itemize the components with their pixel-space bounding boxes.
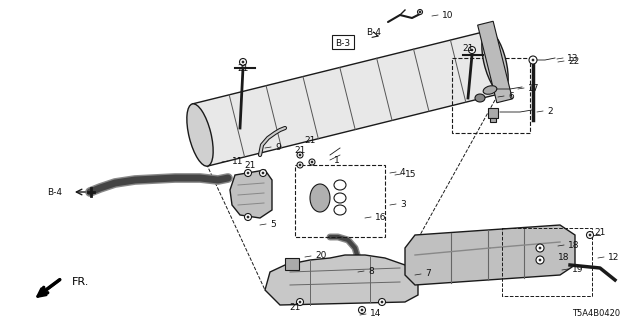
Circle shape: [586, 231, 593, 238]
Circle shape: [419, 11, 421, 13]
Text: 14: 14: [370, 309, 381, 318]
Text: 21: 21: [304, 135, 316, 145]
Bar: [490, 118, 496, 122]
Bar: [488, 108, 498, 118]
Text: 11: 11: [232, 156, 243, 165]
Text: 15: 15: [405, 170, 417, 179]
Text: FR.: FR.: [72, 277, 90, 287]
Circle shape: [296, 299, 303, 306]
Text: 7: 7: [425, 269, 431, 278]
Text: 1: 1: [334, 156, 340, 164]
Circle shape: [358, 307, 365, 314]
Circle shape: [244, 213, 252, 220]
Circle shape: [244, 170, 252, 177]
Circle shape: [262, 172, 264, 174]
Text: 13: 13: [567, 53, 579, 62]
Circle shape: [536, 244, 544, 252]
Text: 17: 17: [528, 84, 540, 92]
Text: 9: 9: [275, 142, 281, 151]
Ellipse shape: [483, 86, 497, 94]
Circle shape: [417, 10, 422, 14]
Bar: [502, 228, 592, 296]
Circle shape: [539, 259, 541, 261]
Bar: [332, 35, 354, 49]
Text: 21: 21: [294, 146, 306, 155]
Ellipse shape: [310, 184, 330, 212]
Circle shape: [381, 301, 383, 303]
Text: B-4: B-4: [47, 188, 63, 196]
Polygon shape: [265, 255, 418, 305]
Circle shape: [361, 309, 363, 311]
Ellipse shape: [187, 104, 213, 166]
Text: 3: 3: [400, 199, 406, 209]
Ellipse shape: [475, 94, 485, 102]
Text: B-4: B-4: [367, 28, 381, 36]
Text: 6: 6: [508, 92, 514, 100]
Circle shape: [247, 216, 249, 218]
Circle shape: [529, 56, 537, 64]
Circle shape: [247, 172, 249, 174]
Text: 22: 22: [568, 57, 579, 66]
Circle shape: [311, 161, 313, 163]
Circle shape: [239, 59, 246, 66]
Polygon shape: [230, 170, 272, 218]
Bar: [285, 258, 299, 270]
Polygon shape: [405, 225, 575, 285]
Circle shape: [471, 49, 473, 51]
Text: 8: 8: [368, 267, 374, 276]
Circle shape: [242, 61, 244, 63]
Circle shape: [297, 152, 303, 158]
Text: 12: 12: [608, 252, 620, 261]
Text: 20: 20: [315, 252, 326, 260]
Text: 19: 19: [572, 265, 584, 274]
Text: 21: 21: [244, 161, 256, 170]
Text: 18: 18: [568, 241, 579, 250]
Ellipse shape: [482, 31, 508, 93]
Bar: [295, 165, 385, 237]
Text: 18: 18: [558, 253, 570, 262]
Text: B-3: B-3: [335, 38, 351, 47]
Text: 21: 21: [595, 228, 605, 236]
Circle shape: [468, 46, 476, 53]
Text: 5: 5: [270, 220, 276, 228]
Circle shape: [539, 247, 541, 249]
Text: 21: 21: [237, 63, 249, 73]
Bar: [452, 58, 530, 133]
Text: 2: 2: [547, 107, 552, 116]
Polygon shape: [192, 31, 502, 166]
Circle shape: [536, 256, 544, 264]
Polygon shape: [477, 21, 513, 103]
Circle shape: [378, 299, 385, 306]
Circle shape: [309, 159, 315, 165]
Text: 16: 16: [375, 212, 387, 221]
Text: 10: 10: [442, 11, 454, 20]
Circle shape: [299, 164, 301, 166]
Circle shape: [299, 154, 301, 156]
Circle shape: [589, 234, 591, 236]
Text: 4: 4: [400, 167, 406, 177]
Circle shape: [259, 170, 266, 177]
Text: 21: 21: [289, 303, 301, 313]
Text: 21: 21: [462, 44, 474, 52]
Text: T5A4B0420: T5A4B0420: [572, 309, 620, 318]
Circle shape: [299, 301, 301, 303]
Circle shape: [297, 162, 303, 168]
Circle shape: [532, 59, 534, 61]
